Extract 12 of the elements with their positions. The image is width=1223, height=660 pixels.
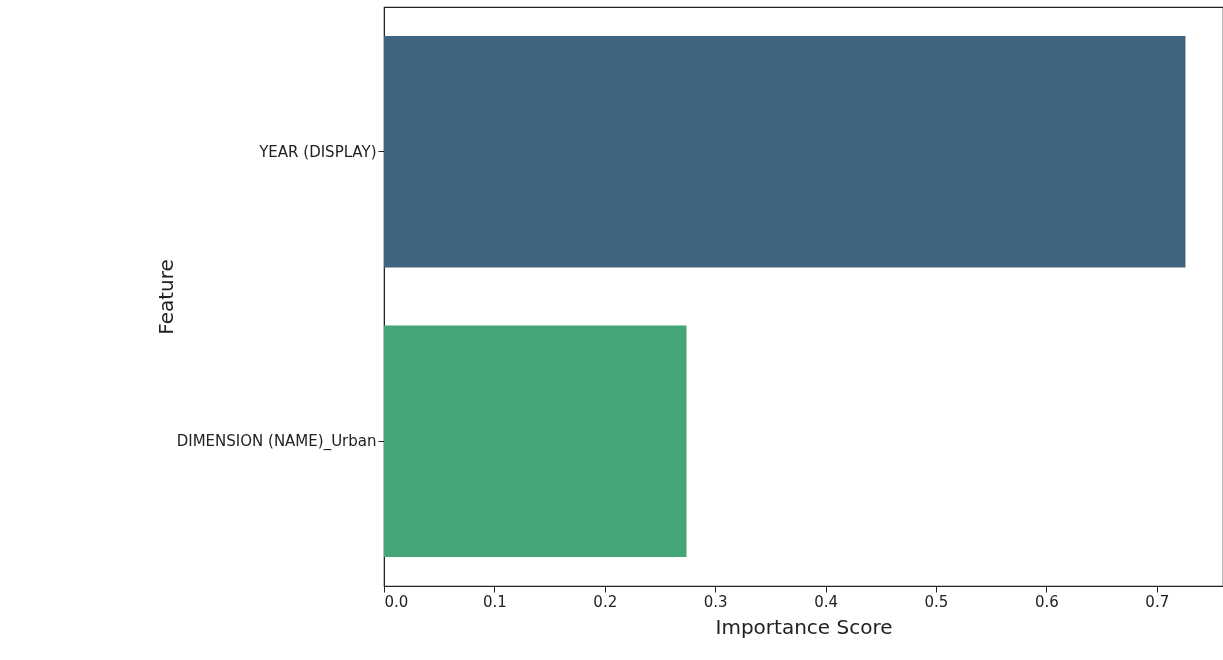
x-tick-label: 0.0 — [384, 592, 409, 611]
y-tick-label: DIMENSION (NAME)_Urban — [176, 432, 377, 452]
x-tick-label: 0.6 — [1034, 592, 1059, 611]
y-tick-label: YEAR (DISPLAY) — [258, 142, 377, 161]
x-tick-label: 0.5 — [924, 592, 949, 611]
y-axis-title: Feature — [153, 259, 178, 335]
x-axis-title: Importance Score — [715, 614, 893, 639]
x-tick-label: 0.3 — [703, 592, 728, 611]
x-tick-label: 0.4 — [814, 592, 839, 611]
x-tick-label: 0.1 — [482, 592, 507, 611]
x-tick-label: 0.7 — [1145, 592, 1170, 611]
x-tick-label: 0.2 — [593, 592, 618, 611]
